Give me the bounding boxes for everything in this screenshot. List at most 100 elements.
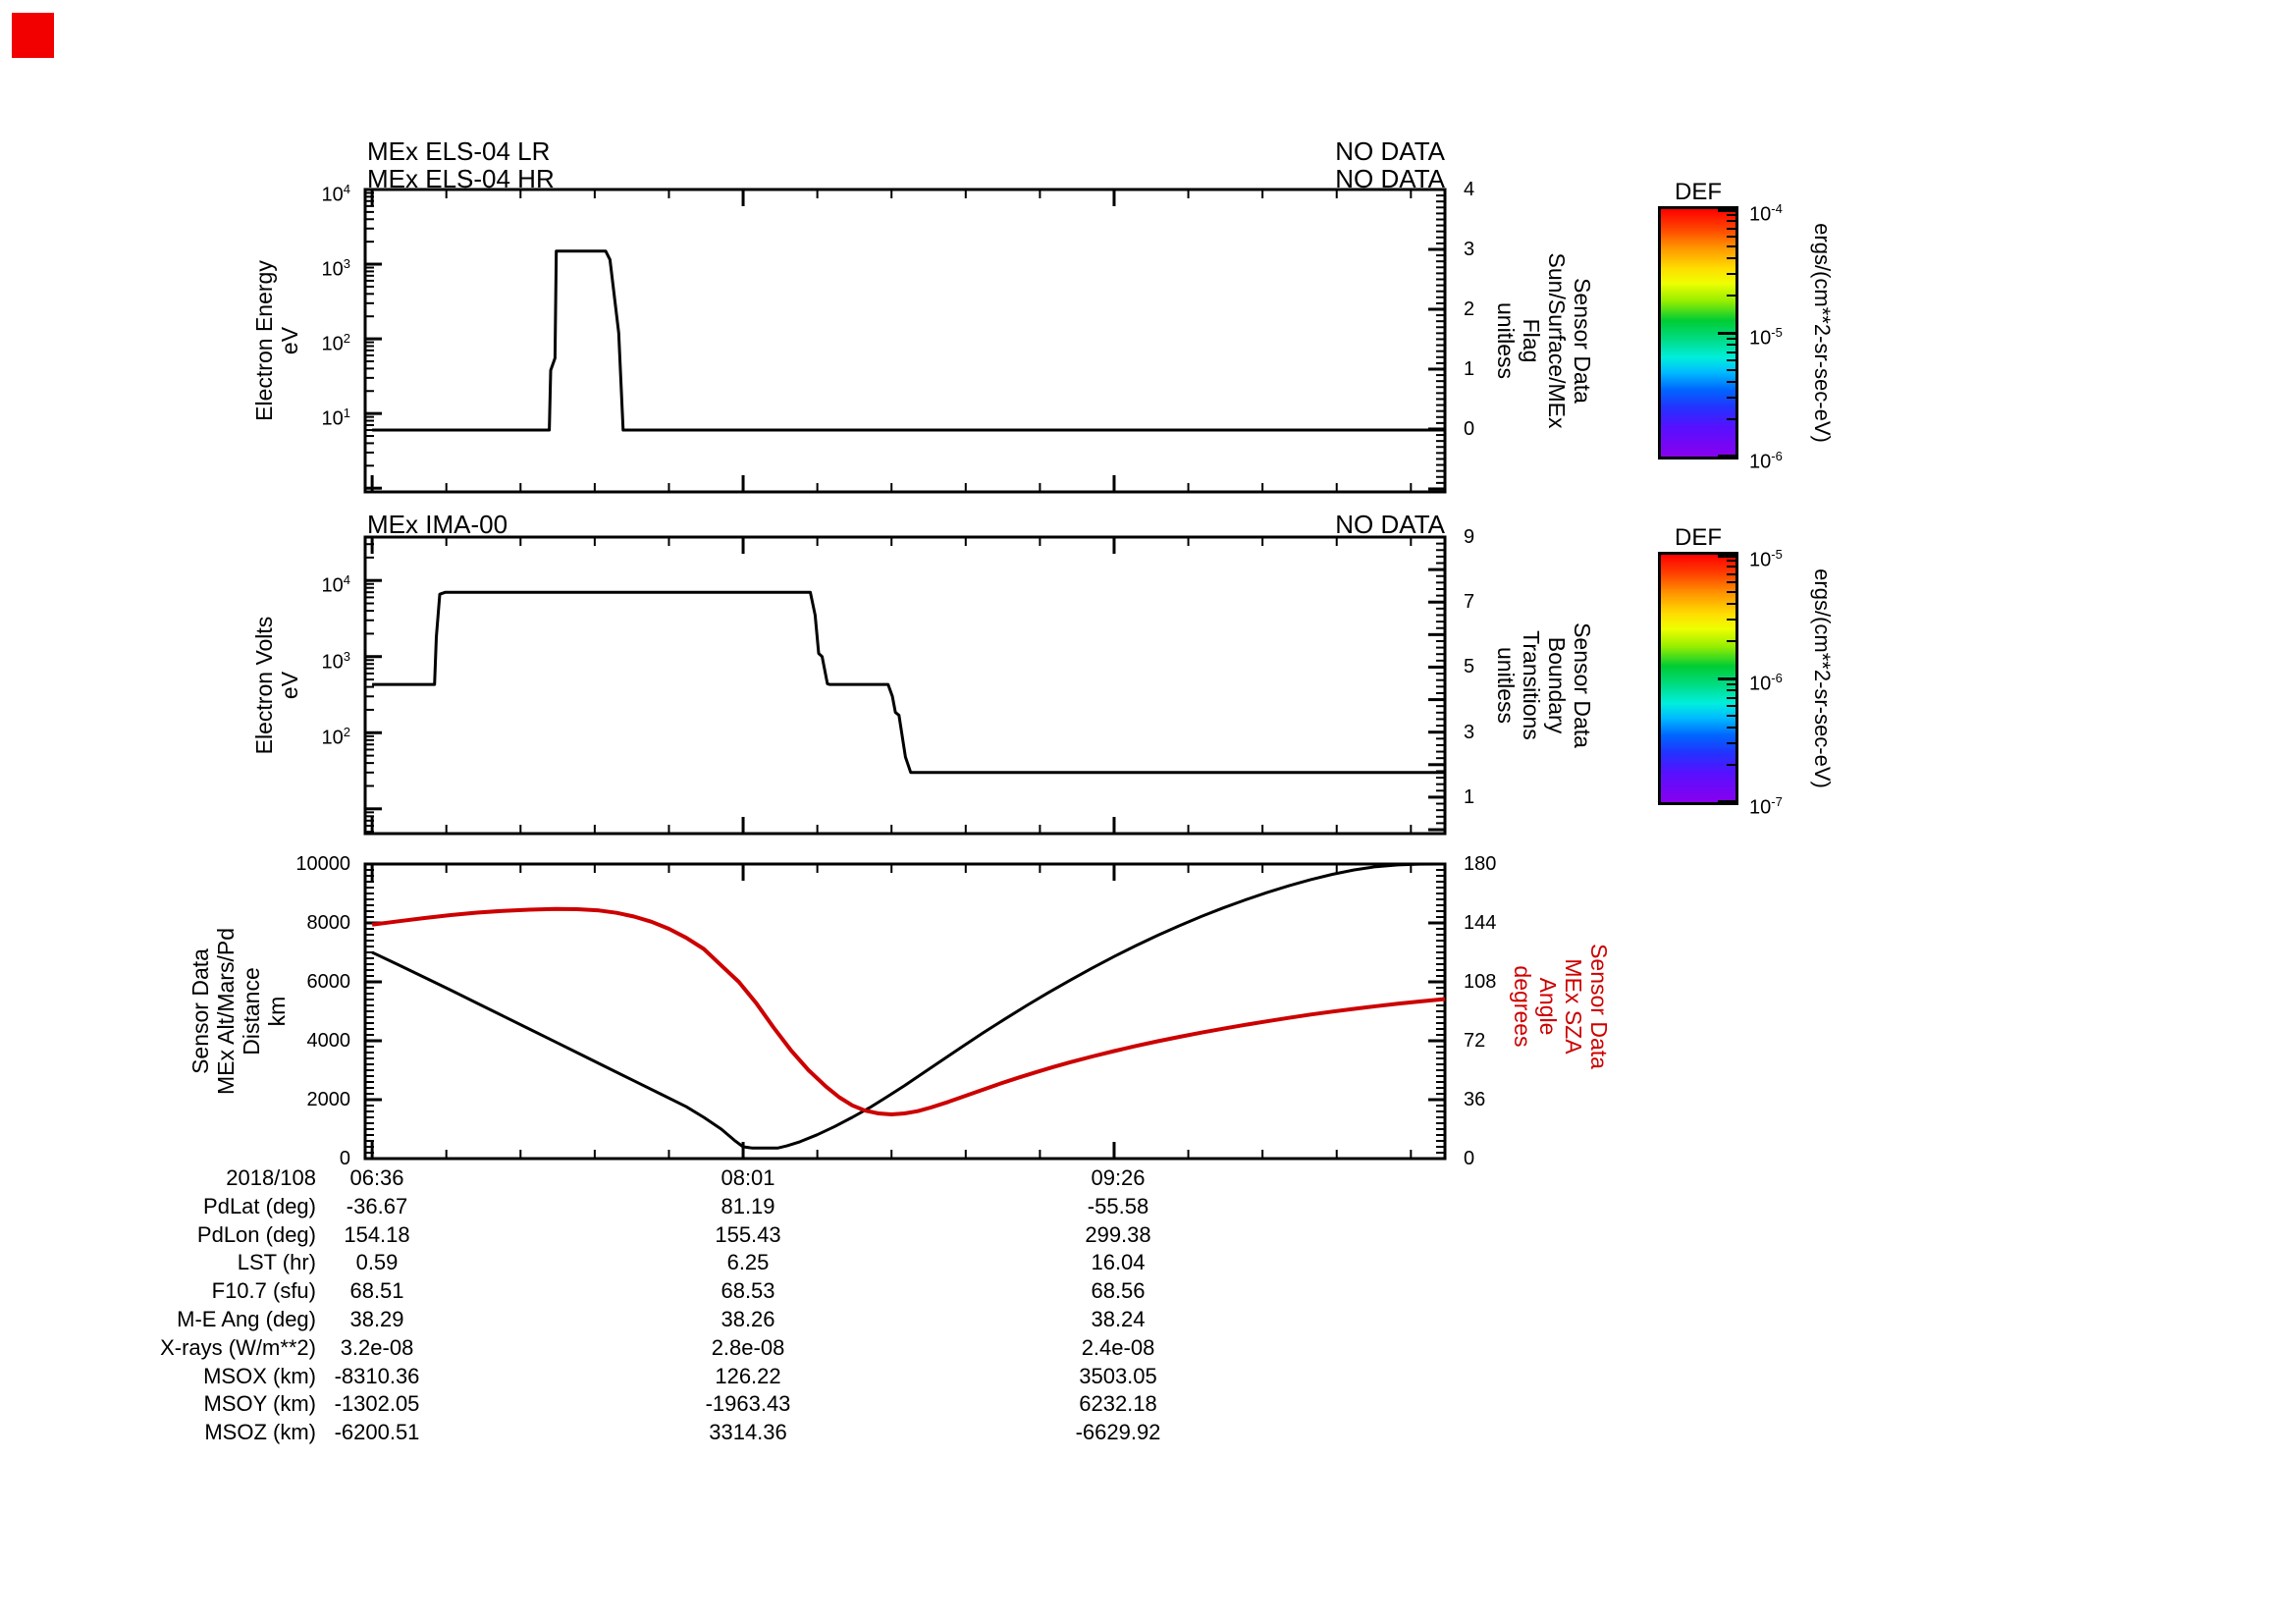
table-value: 16.04 <box>1091 1250 1146 1275</box>
colorbar-minor-tick <box>1727 227 1735 230</box>
colorbar-minor-tick <box>1727 689 1735 692</box>
table-row-label: M-E Ang (deg) <box>177 1307 316 1331</box>
y-tick-label: 0 <box>1464 417 1475 440</box>
colorbar-minor-tick <box>1727 559 1735 562</box>
colorbar-minor-tick <box>1727 727 1735 730</box>
y-tick-label: 7 <box>1464 591 1475 614</box>
colorbar-minor-tick <box>1727 640 1735 643</box>
y-tick-label: 8000 <box>306 912 351 934</box>
curve-electron-energy <box>372 249 1445 432</box>
colorbar-minor-tick <box>1727 396 1735 399</box>
colorbar-minor-tick <box>1727 213 1735 216</box>
colorbar-tick-label: 10-7 <box>1749 794 1783 819</box>
table-value: -1963.43 <box>705 1391 791 1417</box>
table-value: 3314.36 <box>709 1420 787 1445</box>
curve-electron-volts <box>372 590 1445 775</box>
colorbar-minor-tick <box>1727 368 1735 371</box>
y-tick-label: 36 <box>1464 1089 1486 1110</box>
y-tick-label: 102 <box>321 331 350 355</box>
y-tick-label: 103 <box>321 256 350 281</box>
colorbar-minor-tick <box>1727 244 1735 247</box>
colorbar-minor-tick <box>1727 682 1735 685</box>
y-tick-label: 3 <box>1464 238 1475 260</box>
y-tick-label: 104 <box>321 182 350 206</box>
table-value: 126.22 <box>715 1363 781 1388</box>
table-value: -6200.51 <box>334 1420 420 1445</box>
y-tick-label: 103 <box>321 648 350 674</box>
y-tick-label: 108 <box>1464 971 1497 993</box>
colorbar-minor-tick <box>1727 603 1735 606</box>
table-row-label: MSOY (km) <box>203 1391 316 1417</box>
colorbar-title: DEF <box>1675 524 1722 551</box>
table-value: 6.25 <box>726 1250 770 1275</box>
colorbar-minor-tick <box>1727 696 1735 699</box>
table-row-label: PdLon (deg) <box>196 1221 316 1247</box>
y-tick-label: 144 <box>1464 912 1497 934</box>
table-value: 81.19 <box>721 1193 775 1218</box>
colorbar-minor-tick <box>1727 257 1735 260</box>
table-row-label: MSOX (km) <box>203 1363 316 1388</box>
x-axis-time-label: 08:01 <box>721 1165 775 1190</box>
colorbar-minor-tick <box>1727 590 1735 593</box>
table-value: -6629.92 <box>1075 1420 1161 1445</box>
panel2-title: MEx IMA-00 <box>367 510 508 539</box>
table-value: 3.2e-08 <box>340 1334 414 1360</box>
colorbar-minor-tick <box>1727 337 1735 340</box>
y-tick-label: 0 <box>339 1148 350 1169</box>
colorbar-minor-tick <box>1727 714 1735 717</box>
colorbar-tick <box>1718 799 1735 803</box>
colorbar-tick <box>1718 331 1735 335</box>
table-value: 3503.05 <box>1079 1363 1157 1388</box>
colorbar-minor-tick <box>1727 741 1735 744</box>
colorbar-unit-label: ergs/(cm**2-sr-sec-eV) <box>1810 568 1835 788</box>
panel1-no-data-lr: NO DATA <box>1335 136 1445 166</box>
colorbar-tick <box>1718 554 1735 558</box>
table-row-label: X-rays (W/m**2) <box>160 1334 316 1360</box>
colorbar-minor-tick <box>1727 235 1735 238</box>
table-value: 154.18 <box>344 1221 410 1247</box>
table-value: 2.8e-08 <box>711 1334 785 1360</box>
y-tick-label: 5 <box>1464 656 1475 678</box>
panel1-title-lr: MEx ELS-04 LR <box>367 136 551 166</box>
y-tick-label: 10000 <box>295 853 350 875</box>
y-tick-label: 101 <box>321 406 350 430</box>
cursor-marker <box>12 13 54 58</box>
table-value: 68.56 <box>1091 1278 1146 1304</box>
y-tick-label: 4 <box>1464 179 1475 200</box>
table-value: 0.59 <box>355 1250 399 1275</box>
colorbar-minor-tick <box>1727 566 1735 568</box>
y-tick-label: 4000 <box>306 1030 351 1052</box>
table-value: 38.26 <box>721 1307 775 1331</box>
colorbar-tick-label: 10-6 <box>1749 449 1783 473</box>
curve-mex-sza <box>371 906 1446 1116</box>
y-tick-label: 3 <box>1464 721 1475 743</box>
x-axis-time-label: 09:26 <box>1091 1165 1146 1190</box>
colorbar-tick-label: 10-5 <box>1749 547 1783 571</box>
y-tick-label: 102 <box>321 725 350 749</box>
colorbar-unit-label: ergs/(cm**2-sr-sec-eV) <box>1810 223 1835 443</box>
y-tick-label: 2 <box>1464 298 1475 320</box>
table-value: -36.67 <box>346 1193 408 1218</box>
table-value: 299.38 <box>1085 1221 1151 1247</box>
table-row-label: MSOZ (km) <box>204 1420 316 1445</box>
colorbar-tick-label: 10-4 <box>1749 201 1783 226</box>
table-row-label: 2018/108 <box>226 1165 316 1190</box>
table-value: 68.51 <box>349 1278 404 1304</box>
y-tick-label: 0 <box>1464 1148 1475 1169</box>
colorbar-tick <box>1718 208 1735 212</box>
colorbar-tick <box>1718 454 1735 458</box>
colorbar-minor-tick <box>1727 381 1735 384</box>
y-tick-label: 6000 <box>306 971 351 993</box>
table-row-label: LST (hr) <box>237 1250 316 1275</box>
colorbar-tick <box>1718 676 1735 680</box>
y-tick-label: 2000 <box>306 1089 351 1110</box>
table-value: 38.24 <box>1091 1307 1146 1331</box>
panel-border <box>363 188 1447 494</box>
colorbar-minor-tick <box>1727 295 1735 298</box>
y-tick-label: 1 <box>1464 357 1475 380</box>
colorbar-minor-tick <box>1727 418 1735 421</box>
curve-mex-altitude <box>371 862 1446 1150</box>
table-value: 155.43 <box>715 1221 781 1247</box>
